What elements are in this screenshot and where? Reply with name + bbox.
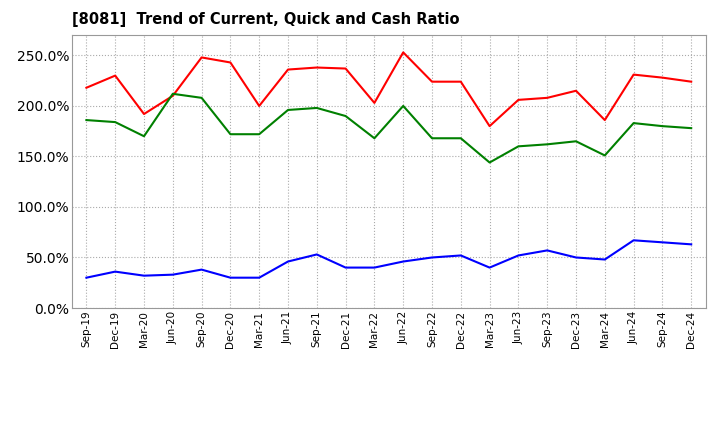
- Quick Ratio: [197, 95, 206, 100]
- Current Ratio: [111, 73, 120, 78]
- Current Ratio: [255, 103, 264, 109]
- Current Ratio: [370, 100, 379, 106]
- Quick Ratio: [168, 91, 177, 96]
- Cash Ratio: [168, 272, 177, 277]
- Current Ratio: [543, 95, 552, 100]
- Quick Ratio: [543, 142, 552, 147]
- Quick Ratio: [370, 136, 379, 141]
- Cash Ratio: [284, 259, 292, 264]
- Quick Ratio: [629, 121, 638, 126]
- Current Ratio: [428, 79, 436, 84]
- Quick Ratio: [312, 105, 321, 110]
- Cash Ratio: [485, 265, 494, 270]
- Quick Ratio: [82, 117, 91, 123]
- Line: Current Ratio: Current Ratio: [86, 52, 691, 126]
- Current Ratio: [658, 75, 667, 80]
- Current Ratio: [514, 97, 523, 103]
- Quick Ratio: [226, 132, 235, 137]
- Cash Ratio: [312, 252, 321, 257]
- Cash Ratio: [543, 248, 552, 253]
- Cash Ratio: [514, 253, 523, 258]
- Cash Ratio: [370, 265, 379, 270]
- Current Ratio: [197, 55, 206, 60]
- Cash Ratio: [629, 238, 638, 243]
- Quick Ratio: [399, 103, 408, 109]
- Cash Ratio: [111, 269, 120, 274]
- Current Ratio: [399, 50, 408, 55]
- Cash Ratio: [600, 257, 609, 262]
- Cash Ratio: [341, 265, 350, 270]
- Current Ratio: [687, 79, 696, 84]
- Line: Cash Ratio: Cash Ratio: [86, 240, 691, 278]
- Cash Ratio: [197, 267, 206, 272]
- Current Ratio: [284, 67, 292, 72]
- Current Ratio: [226, 60, 235, 65]
- Quick Ratio: [341, 114, 350, 119]
- Cash Ratio: [255, 275, 264, 280]
- Cash Ratio: [456, 253, 465, 258]
- Quick Ratio: [456, 136, 465, 141]
- Line: Quick Ratio: Quick Ratio: [86, 94, 691, 162]
- Current Ratio: [456, 79, 465, 84]
- Cash Ratio: [687, 242, 696, 247]
- Quick Ratio: [284, 107, 292, 113]
- Quick Ratio: [255, 132, 264, 137]
- Cash Ratio: [428, 255, 436, 260]
- Current Ratio: [312, 65, 321, 70]
- Current Ratio: [485, 124, 494, 129]
- Cash Ratio: [226, 275, 235, 280]
- Quick Ratio: [111, 119, 120, 125]
- Cash Ratio: [140, 273, 148, 279]
- Quick Ratio: [658, 124, 667, 129]
- Quick Ratio: [428, 136, 436, 141]
- Cash Ratio: [399, 259, 408, 264]
- Text: [8081]  Trend of Current, Quick and Cash Ratio: [8081] Trend of Current, Quick and Cash …: [72, 12, 459, 27]
- Quick Ratio: [140, 134, 148, 139]
- Quick Ratio: [514, 144, 523, 149]
- Cash Ratio: [572, 255, 580, 260]
- Quick Ratio: [485, 160, 494, 165]
- Current Ratio: [629, 72, 638, 77]
- Current Ratio: [572, 88, 580, 93]
- Current Ratio: [82, 85, 91, 90]
- Quick Ratio: [687, 125, 696, 131]
- Cash Ratio: [82, 275, 91, 280]
- Quick Ratio: [572, 139, 580, 144]
- Cash Ratio: [658, 240, 667, 245]
- Current Ratio: [341, 66, 350, 71]
- Current Ratio: [140, 111, 148, 117]
- Current Ratio: [600, 117, 609, 123]
- Quick Ratio: [600, 153, 609, 158]
- Current Ratio: [168, 93, 177, 99]
